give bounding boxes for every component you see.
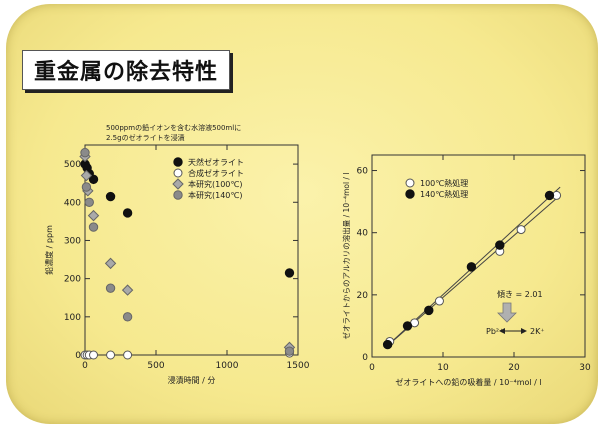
condition-note: 500ppmの鉛イオンを含む水溶液500mlに	[106, 123, 241, 132]
data-point	[466, 262, 477, 272]
x-tick-label: 1500	[287, 361, 310, 371]
slide-title: 重金属の除去特性	[33, 60, 218, 85]
y-tick-label: 20	[357, 291, 369, 301]
x-tick-label: 500	[147, 361, 164, 371]
data-point	[402, 321, 413, 331]
y-tick-label: 0	[75, 351, 81, 361]
data-point	[382, 339, 393, 350]
legend-label: 100℃熱処理	[420, 178, 468, 188]
plot-frame	[84, 144, 299, 356]
reaction-right: 2K⁺	[530, 327, 545, 336]
data-point	[81, 182, 92, 192]
legend-label: 天然ゼオライト	[188, 157, 244, 167]
plot-frame	[371, 154, 586, 358]
legend-marker	[173, 190, 183, 200]
data-point	[105, 283, 116, 293]
data-point	[284, 268, 295, 278]
slope-annotation: 傾き = 2.01	[497, 290, 543, 299]
legend-marker	[173, 157, 183, 167]
data-point	[122, 208, 133, 218]
data-point	[544, 190, 555, 201]
y-tick-label: 40	[357, 229, 369, 239]
data-point	[495, 240, 505, 250]
data-point	[284, 346, 295, 356]
legend-marker	[405, 189, 415, 199]
y-tick-label: 500	[64, 160, 81, 170]
x-tick-label: 1000	[216, 361, 239, 371]
data-point	[121, 284, 134, 296]
data-point	[87, 209, 100, 222]
condition-note: 2.5gのゼオライトを浸漬	[106, 133, 185, 142]
down-arrow-icon	[497, 302, 517, 323]
y-tick-label: 60	[357, 167, 369, 177]
data-point	[105, 191, 116, 202]
x-tick-label: 0	[82, 361, 88, 371]
legend-label: 140℃熱処理	[420, 189, 468, 199]
data-point	[424, 305, 434, 316]
x-tick-label: 30	[579, 363, 591, 373]
exchange-arrow-head-right	[521, 328, 527, 334]
y-tick-label: 100	[64, 313, 81, 323]
legend-label: 合成ゼオライト	[188, 168, 244, 178]
data-point	[88, 174, 99, 185]
y-axis-label: 鉛濃度 / ppm	[44, 225, 54, 275]
y-tick-label: 400	[64, 198, 81, 208]
data-point	[89, 350, 99, 360]
data-point	[104, 257, 117, 270]
x-tick-label: 20	[508, 363, 520, 373]
legend-marker	[405, 178, 415, 188]
slide-title-box: 重金属の除去特性	[22, 50, 230, 90]
legend-marker	[173, 168, 183, 178]
data-point	[123, 350, 133, 360]
data-point	[106, 350, 116, 360]
data-point	[434, 296, 444, 306]
x-axis-label: ゼオライトへの鉛の吸着量 / 10⁻⁴mol / l	[395, 377, 541, 387]
data-point	[88, 222, 99, 232]
legend-marker	[172, 178, 184, 190]
legend-label: 本研究(100℃)	[188, 179, 243, 189]
x-tick-label: 0	[369, 363, 375, 373]
data-point	[80, 147, 90, 158]
data-point	[84, 197, 94, 207]
y-tick-label: 300	[64, 236, 81, 246]
y-axis-label: ゼオライトからのアルカリの溶出量 / 10⁻⁴mol / l	[341, 173, 351, 340]
exchange-arrow-head-left	[499, 328, 505, 334]
y-tick-label: 0	[362, 353, 368, 363]
reaction-left: Pb²⁺	[486, 327, 503, 336]
data-point	[80, 169, 93, 182]
y-tick-label: 200	[64, 275, 81, 285]
x-tick-label: 10	[437, 363, 449, 373]
data-point	[516, 225, 526, 235]
x-axis-label: 浸漬時間 / 分	[168, 375, 216, 385]
legend-label: 本研究(140℃)	[188, 190, 243, 200]
data-point	[122, 312, 133, 322]
